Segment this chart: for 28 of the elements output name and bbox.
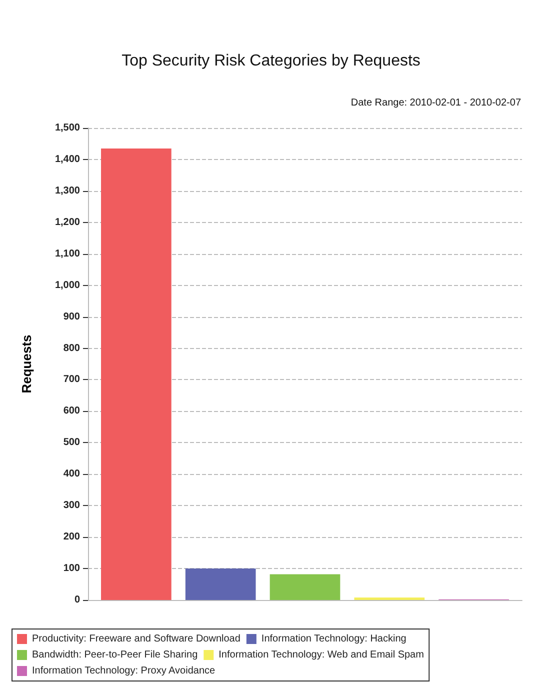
y-tick-label: 200 — [63, 532, 80, 543]
text: Date Range: 2010-02-01 - 2010-02-07 — [350, 98, 522, 108]
y-tick-label: 300 — [63, 500, 80, 512]
chart-title: Top Security Risk Categories by Requests — [122, 52, 420, 70]
y-tick-label: 900 — [63, 311, 80, 322]
legend-label: Productivity: Freeware and Software Download — [32, 634, 240, 644]
y-tick-label: 700 — [63, 374, 80, 386]
y-tick-label: 1,500 — [54, 122, 80, 134]
legend-label: Information Technology: Hacking — [261, 634, 406, 644]
y-tick-label: 400 — [63, 468, 80, 480]
y-tick-label: 1,400 — [54, 154, 80, 165]
y-tick-label: 1,200 — [54, 216, 80, 228]
y-axis-title: Requests — [19, 334, 34, 394]
y-tick-label: 600 — [63, 406, 80, 417]
y-tick-label: 1,100 — [54, 248, 80, 260]
y-tick-label: 500 — [63, 437, 80, 448]
bar — [270, 574, 340, 600]
bar — [354, 597, 425, 600]
bar — [101, 148, 172, 600]
legend-label: Bandwidth: Peer-to-Peer File Sharing — [32, 650, 198, 660]
legend-label: Information Technology: Web and Email Spam — [218, 650, 424, 660]
legend-label: Information Technology: Proxy Avoidance — [32, 666, 216, 676]
y-tick-label: 1,300 — [54, 185, 80, 196]
y-tick-label: 100 — [63, 563, 80, 574]
bar — [185, 568, 256, 600]
y-tick-label: 1,000 — [54, 280, 80, 291]
y-tick-label: 0 — [74, 594, 80, 606]
y-tick-label: 800 — [63, 342, 80, 354]
